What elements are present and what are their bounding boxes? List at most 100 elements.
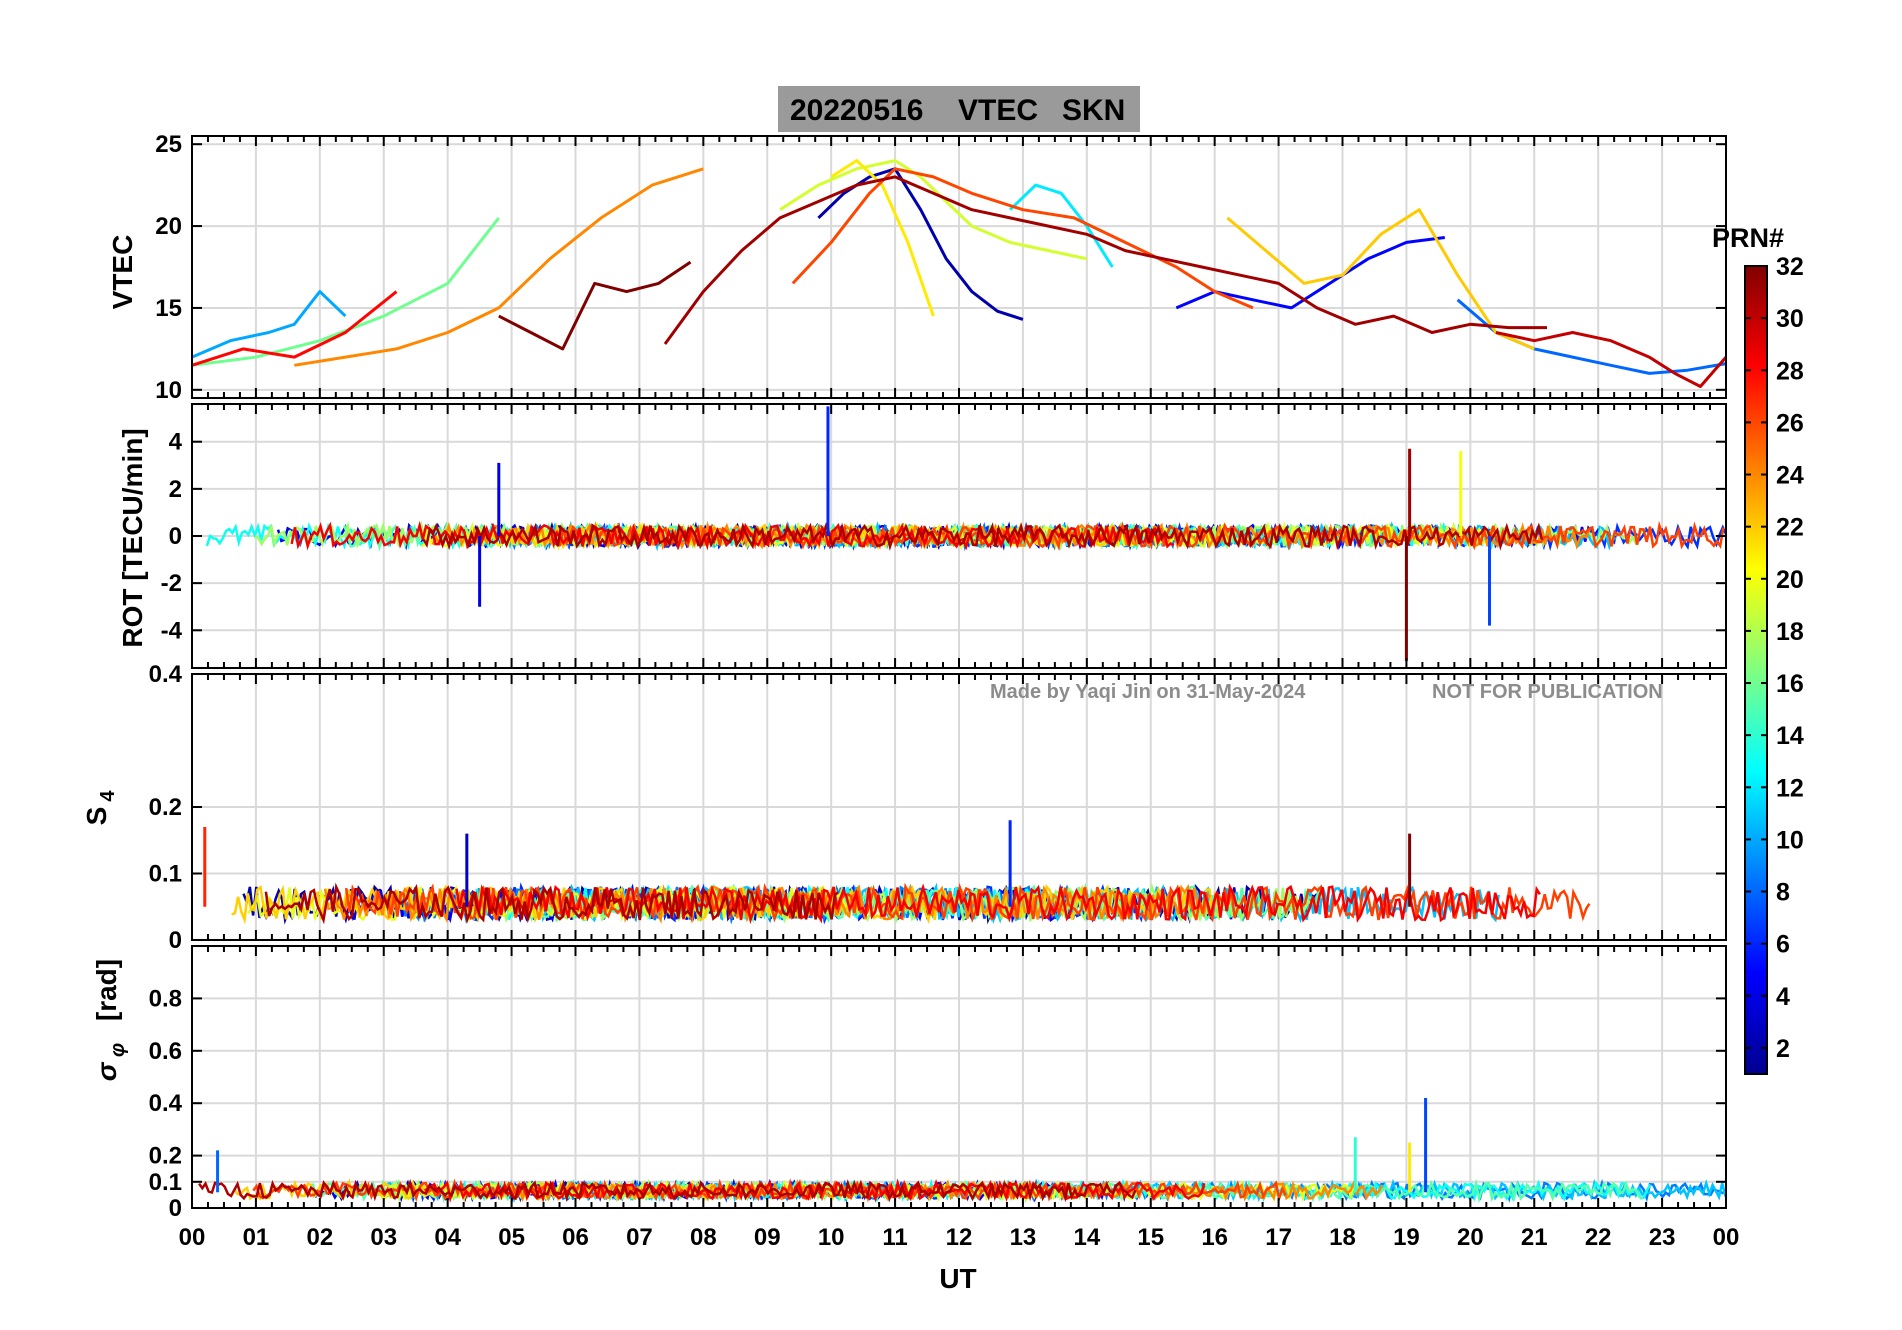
vtec-series-30 [1495, 331, 1728, 388]
x-tick-label: 09 [754, 1224, 781, 1251]
x-tick-label: 11 [882, 1224, 907, 1251]
x-tick-label: 12 [946, 1224, 973, 1251]
vtec-series-12 [1009, 183, 1114, 268]
colorbar-tick-label: 6 [1776, 931, 1790, 959]
colorbar-tick-label: 26 [1776, 409, 1804, 437]
x-tick-label: 02 [306, 1224, 333, 1251]
watermark-author: Made by Yaqi Jin on 31-May-2024 [990, 681, 1306, 703]
vtec-series-5 [1175, 236, 1445, 310]
y-tick-label: 2 [169, 476, 182, 503]
x-tick-label: 15 [1137, 1224, 1164, 1251]
y-tick-label: 0 [169, 927, 182, 954]
x-tick-label: 10 [818, 1224, 845, 1251]
y-tick-label: 0.6 [149, 1038, 182, 1065]
svg-text:S: S [81, 807, 112, 826]
rot-axis-label: ROT [TECU/min] [117, 428, 148, 647]
x-axis-label: UT [939, 1263, 976, 1294]
y-tick-label: 20 [155, 213, 182, 240]
svg-text:σ: σ [91, 1061, 122, 1081]
colorbar-tick-label: 20 [1776, 566, 1804, 594]
colorbar-tick-label: 12 [1776, 774, 1804, 802]
x-tick-label: 22 [1585, 1224, 1612, 1251]
vtec-series-32 [498, 260, 692, 351]
noise-trace [198, 1178, 1137, 1203]
y-tick-label: 0.4 [149, 661, 183, 688]
colorbar-tick-label: 32 [1776, 253, 1804, 281]
y-tick-label: 15 [155, 295, 182, 322]
y-tick-label: 0.8 [149, 985, 182, 1012]
x-tick-label: 01 [243, 1224, 270, 1251]
vtec-series-22 [1226, 208, 1535, 351]
y-tick-label: 4 [169, 429, 183, 456]
colorbar-tick-label: 10 [1776, 826, 1804, 854]
vtec-series-21 [830, 159, 935, 317]
rot-panel: -4 -2 0 2 4 [161, 403, 1728, 669]
vtec-series-16 [191, 216, 500, 367]
vtec-panel: 10 15 20 25 [155, 131, 1728, 404]
sigma-phi-panel: 00.10.2 0.4 0.6 0.8 [149, 945, 1727, 1222]
y-tick-label: 0.1 [149, 1169, 182, 1196]
vtec-series-2 [817, 167, 1024, 321]
y-tick-label: 0.2 [149, 794, 182, 821]
vtec-series-31 [663, 175, 1547, 345]
svg-text:φ: φ [107, 1043, 129, 1057]
sigma-phi-axis-label: σ φ [rad] [91, 959, 129, 1081]
x-tick-label: 16 [1201, 1224, 1228, 1251]
y-tick-label: -4 [161, 617, 183, 644]
x-tick-label: 05 [498, 1224, 525, 1251]
vtec-series-24 [294, 167, 704, 367]
title-station: SKN [1062, 94, 1125, 127]
y-tick-label: 25 [155, 131, 182, 158]
colorbar-gradient [1744, 265, 1768, 1075]
colorbar-tick-label: 14 [1776, 722, 1804, 750]
vtec-series-10 [191, 290, 347, 359]
y-tick-label: 0 [169, 1195, 182, 1222]
x-tick-label: 21 [1521, 1224, 1548, 1251]
x-tick-label: 04 [434, 1224, 461, 1251]
x-tick-label: 23 [1649, 1224, 1676, 1251]
colorbar-tick-label: 16 [1776, 670, 1804, 698]
vtec-series-26 [791, 167, 1254, 310]
y-tick-label: -2 [161, 570, 182, 597]
y-tick-label: 0.4 [149, 1090, 183, 1117]
x-tick-label: 06 [562, 1224, 589, 1251]
x-tick-label: 17 [1265, 1224, 1292, 1251]
x-tick-label: 00 [1713, 1224, 1740, 1251]
s4-axis-label: S 4 [81, 790, 119, 826]
x-tick-label: 07 [626, 1224, 653, 1251]
x-tick-label: 14 [1073, 1224, 1100, 1251]
colorbar-tick-label: 8 [1776, 879, 1790, 907]
colorbar-tick-label: 30 [1776, 305, 1804, 333]
colorbar-tick-label: 4 [1776, 983, 1790, 1011]
y-tick-label: 10 [155, 377, 182, 404]
y-tick-label: 0.2 [149, 1143, 182, 1170]
watermark-notice: NOT FOR PUBLICATION [1432, 681, 1663, 703]
title-param: VTEC [958, 94, 1038, 127]
colorbar-tick-label: 2 [1776, 1035, 1790, 1063]
y-tick-label: 0.1 [149, 861, 182, 888]
svg-text:[rad]: [rad] [91, 959, 122, 1021]
x-tick-label: 19 [1393, 1224, 1420, 1251]
vtec-series-19 [779, 159, 1088, 261]
vtec-axis-label: VTEC [107, 235, 138, 310]
vtec-series-28 [191, 290, 398, 367]
colorbar-tick-label: 24 [1776, 462, 1804, 490]
noise-trace [264, 882, 839, 925]
x-tick-label: 00 [179, 1224, 206, 1251]
x-tick-label: 08 [690, 1224, 717, 1251]
x-tick-label: 20 [1457, 1224, 1484, 1251]
x-tick-label: 13 [1010, 1224, 1037, 1251]
title-date: 20220516 [790, 94, 923, 127]
noise-trace [422, 521, 1544, 551]
colorbar-tick-label: 18 [1776, 618, 1804, 646]
colorbar-title: PRN# [1712, 223, 1784, 253]
svg-text:4: 4 [97, 790, 119, 802]
s4-panel: 0 0.1 0.2 0.4 [149, 661, 1727, 954]
title-background [778, 86, 1140, 132]
x-tick-label: 03 [370, 1224, 397, 1251]
figure-title: 20220516 VTEC SKN [778, 86, 1140, 132]
x-tick-label: 18 [1329, 1224, 1356, 1251]
